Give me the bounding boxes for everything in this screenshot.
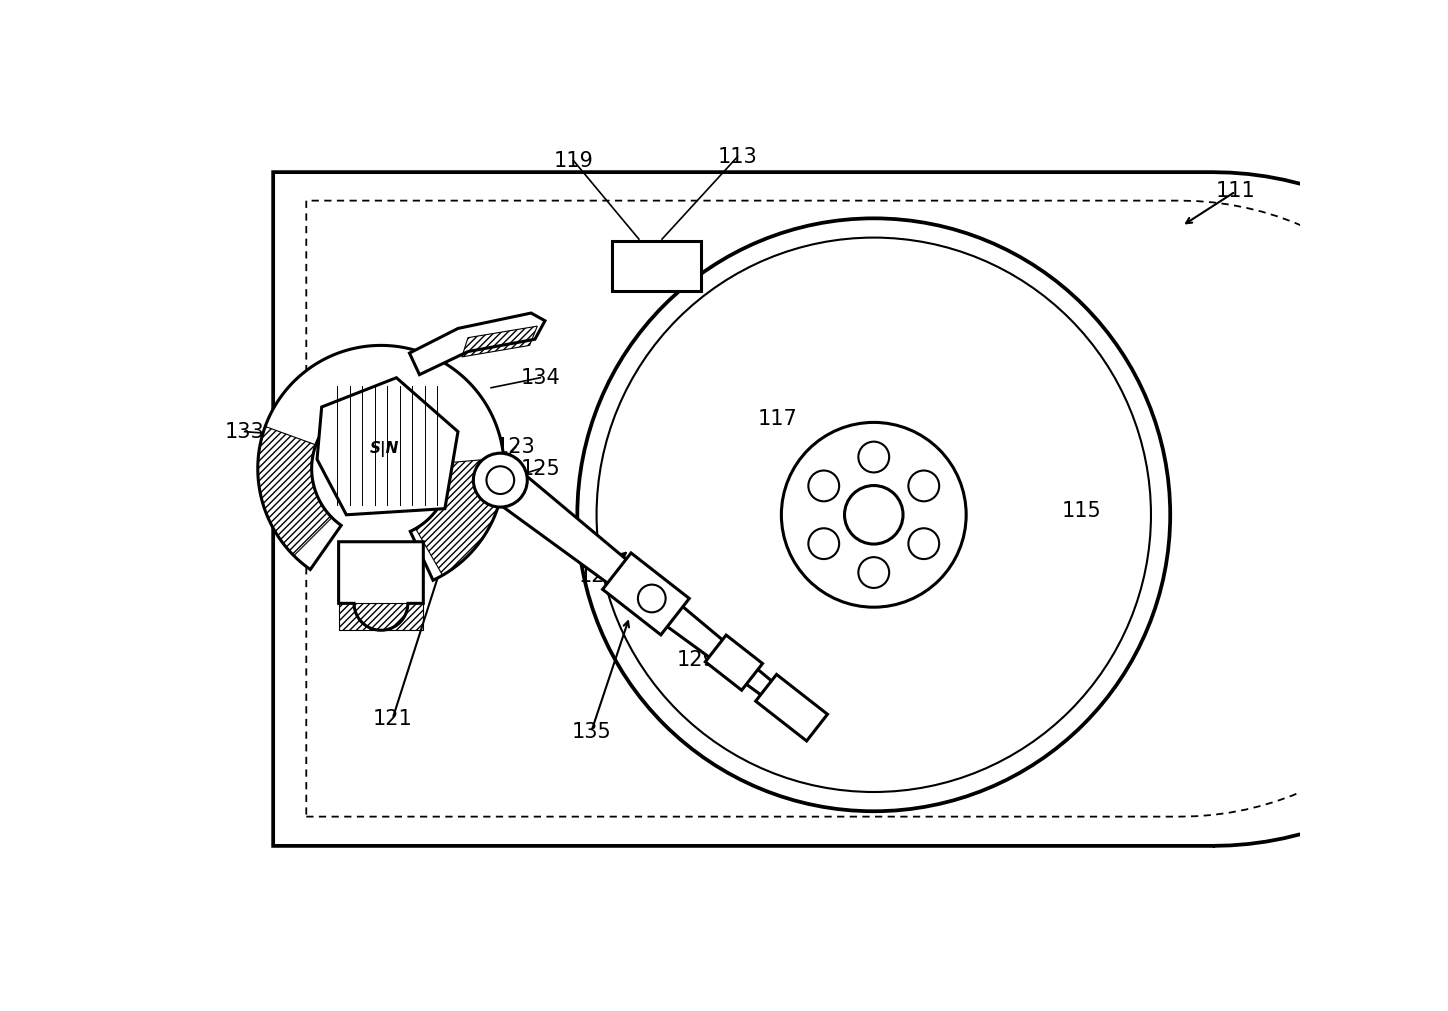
Circle shape: [908, 529, 940, 559]
Text: S|N: S|N: [371, 442, 400, 457]
Text: 119: 119: [553, 151, 594, 171]
Text: 121: 121: [372, 709, 413, 729]
Circle shape: [808, 529, 840, 559]
Text: 135: 135: [572, 722, 611, 742]
Circle shape: [487, 466, 514, 494]
Circle shape: [782, 423, 966, 608]
Circle shape: [908, 470, 940, 501]
Polygon shape: [258, 346, 504, 580]
Polygon shape: [602, 553, 689, 635]
Polygon shape: [705, 635, 763, 691]
Text: 111: 111: [1216, 181, 1255, 201]
Circle shape: [473, 453, 527, 508]
Text: 115: 115: [1061, 500, 1102, 521]
Text: 117: 117: [757, 408, 798, 429]
Circle shape: [859, 442, 889, 472]
Text: 134: 134: [520, 368, 560, 388]
Text: 123: 123: [495, 437, 536, 457]
Circle shape: [859, 557, 889, 588]
Polygon shape: [756, 674, 827, 741]
Circle shape: [578, 218, 1170, 811]
Bar: [613, 242, 701, 291]
Text: 127: 127: [579, 566, 618, 586]
Polygon shape: [317, 378, 458, 515]
Polygon shape: [410, 313, 544, 375]
Circle shape: [844, 485, 904, 544]
Text: 129: 129: [676, 649, 717, 669]
Polygon shape: [488, 464, 796, 714]
Text: 125: 125: [520, 459, 560, 478]
Text: 113: 113: [718, 147, 757, 167]
Text: 133: 133: [224, 422, 265, 442]
Circle shape: [808, 470, 840, 501]
Polygon shape: [274, 172, 1448, 846]
Polygon shape: [339, 542, 423, 630]
Circle shape: [639, 584, 666, 613]
